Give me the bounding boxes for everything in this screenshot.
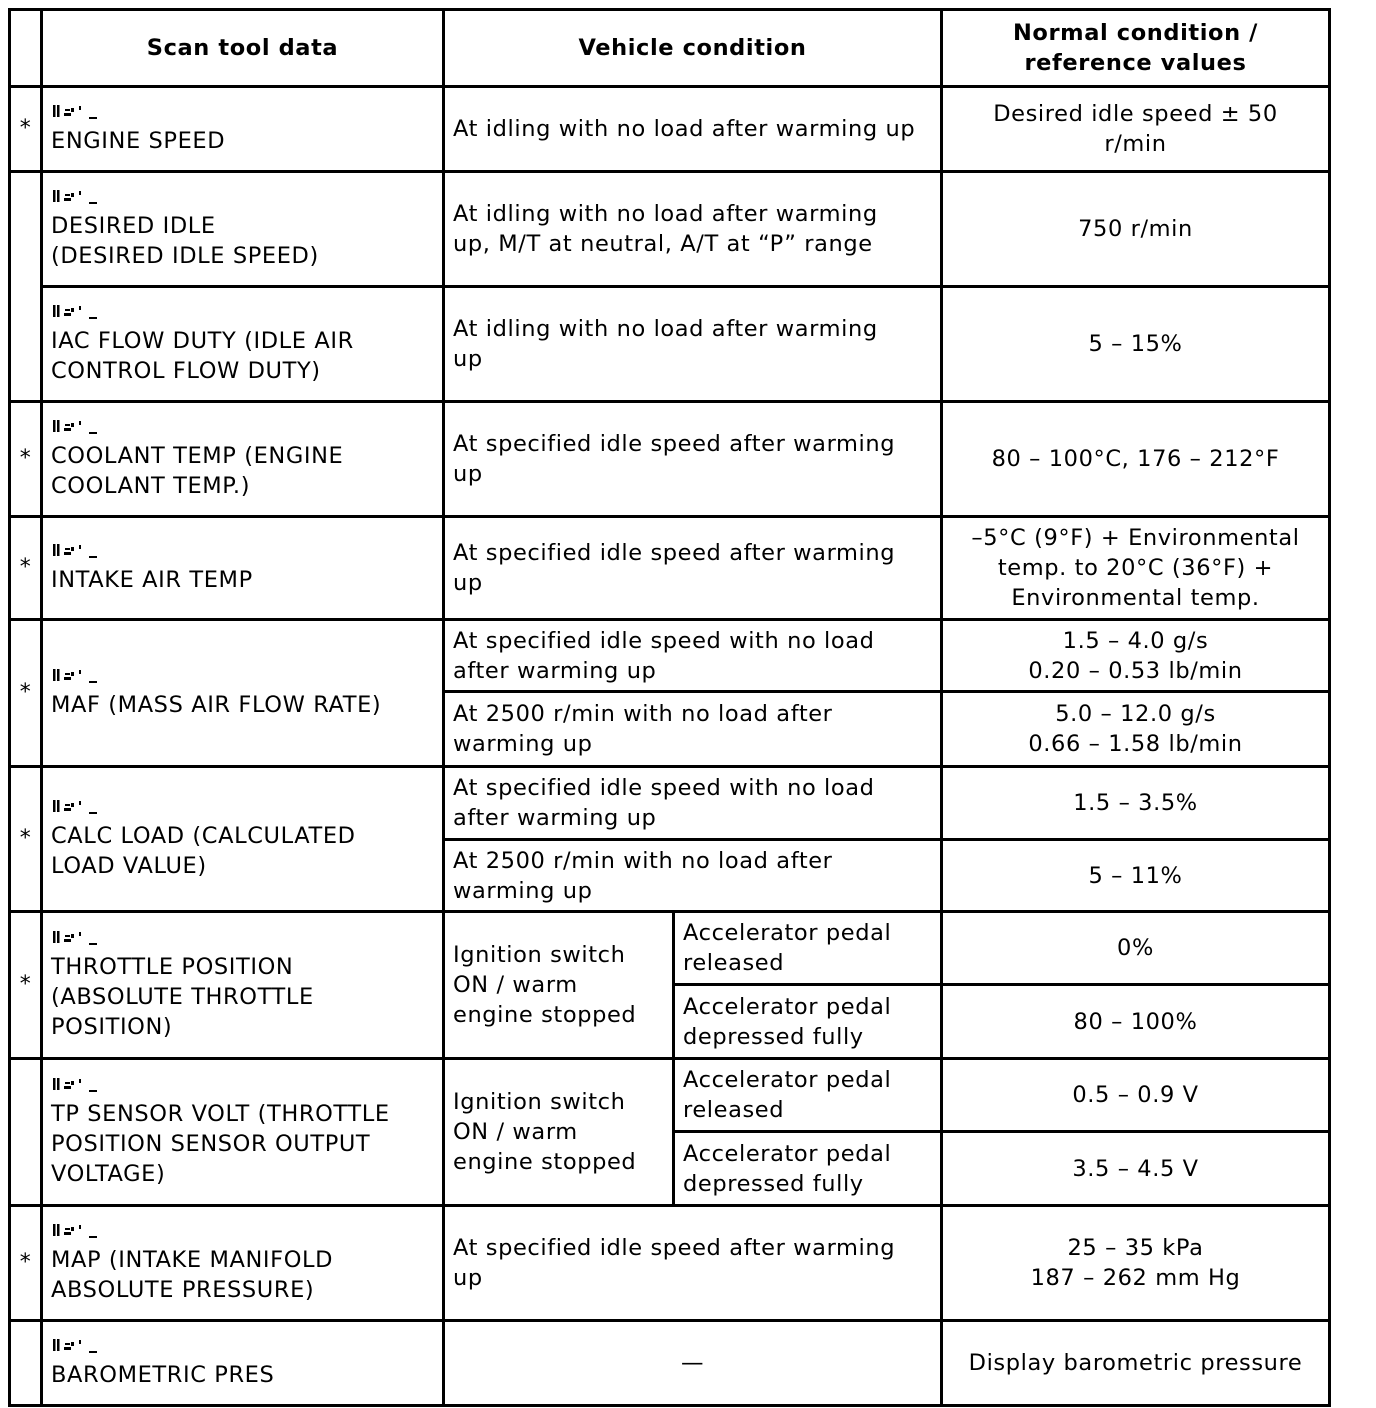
table-row: * MAF (MASS AIR FLOW RATE) At specified …	[8, 618, 1331, 768]
sub-condition: Accelerator pedal depressed fully	[672, 983, 943, 1060]
item-name: BAROMETRIC PRES	[51, 1362, 275, 1388]
condition: —	[442, 1319, 943, 1407]
table-row: DESIRED IDLE (DESIRED IDLE SPEED) At idl…	[8, 170, 1331, 403]
item-name: IAC FLOW DUTY (IDLE AIR CONTROL FLOW DUT…	[51, 328, 354, 384]
reference-value: –5°C (9°F) + Environmental temp. to 20°C…	[940, 515, 1331, 621]
item-name-cell: MAP (INTAKE MANIFOLD ABSOLUTE PRESSURE)	[40, 1204, 445, 1322]
reference-value: Desired idle speed ± 50 r/min	[940, 85, 1331, 173]
item-name-cell: THROTTLE POSITION (ABSOLUTE THROTTLE POS…	[40, 910, 445, 1060]
scan-tool-item-icon	[51, 541, 434, 563]
header-normal-condition: Normal condition / reference values	[940, 8, 1331, 88]
item-name-cell: MAF (MASS AIR FLOW RATE)	[40, 618, 445, 768]
reference-value: 1.5 – 3.5%	[940, 765, 1331, 841]
reference-value: 1.5 – 4.0 g/s 0.20 – 0.53 lb/min	[940, 618, 1331, 693]
item-name: ENGINE SPEED	[51, 128, 226, 154]
condition: At specified idle speed after warming up	[442, 400, 943, 518]
item-name: THROTTLE POSITION (ABSOLUTE THROTTLE POS…	[51, 954, 314, 1040]
condition: Ignition switch ON / warm engine stopped	[442, 1057, 675, 1207]
condition: Ignition switch ON / warm engine stopped	[442, 910, 675, 1060]
scan-tool-item-icon	[51, 1075, 434, 1097]
item-name: COOLANT TEMP (ENGINE COOLANT TEMP.)	[51, 443, 344, 499]
condition: At idling with no load after warming up	[442, 285, 943, 403]
reference-value: 5.0 – 12.0 g/s 0.66 – 1.58 lb/min	[940, 690, 1331, 768]
asterisk-mark: *	[8, 85, 43, 173]
scan-tool-item-icon	[51, 928, 434, 950]
asterisk-mark	[8, 1319, 43, 1407]
reference-value: 25 – 35 kPa 187 – 262 mm Hg	[940, 1204, 1331, 1322]
table-row: * COOLANT TEMP (ENGINE COOLANT TEMP.) At…	[8, 400, 1331, 518]
condition: At 2500 r/min with no load after warming…	[442, 838, 943, 913]
header-row: Scan tool data Vehicle condition Normal …	[8, 8, 1331, 88]
condition: At specified idle speed after warming up	[442, 515, 943, 621]
item-name: TP SENSOR VOLT (THROTTLE POSITION SENSOR…	[51, 1101, 390, 1187]
sub-condition: Accelerator pedal depressed fully	[672, 1130, 943, 1207]
asterisk-mark: *	[8, 515, 43, 621]
asterisk-mark: *	[8, 765, 43, 913]
asterisk-mark: *	[8, 910, 43, 1060]
sub-condition: Accelerator pedal released	[672, 1057, 943, 1133]
condition: At specified idle speed with no load aft…	[442, 618, 943, 693]
reference-value: 750 r/min	[940, 170, 1331, 288]
item-name-cell: ENGINE SPEED	[40, 85, 445, 173]
scan-tool-item-icon	[51, 1336, 434, 1358]
table-row: TP SENSOR VOLT (THROTTLE POSITION SENSOR…	[8, 1057, 1331, 1207]
table-row: At 2500 r/min with no load after warming…	[10, 690, 1331, 768]
reference-value: 80 – 100°C, 176 – 212°F	[940, 400, 1331, 518]
table-row: * THROTTLE POSITION (ABSOLUTE THROTTLE P…	[8, 910, 1331, 1060]
table-row: BAROMETRIC PRES — Display barometric pre…	[8, 1319, 1331, 1407]
reference-value: 3.5 – 4.5 V	[940, 1130, 1331, 1207]
table-row: Accelerator pedal depressed fully 80 – 1…	[10, 983, 1331, 1060]
item-name-cell: INTAKE AIR TEMP	[40, 515, 445, 621]
item-name: MAP (INTAKE MANIFOLD ABSOLUTE PRESSURE)	[51, 1247, 334, 1303]
asterisk-mark: *	[8, 1204, 43, 1322]
item-name: CALC LOAD (CALCULATED LOAD VALUE)	[51, 823, 356, 879]
header-mark	[8, 8, 43, 88]
table-row: * CALC LOAD (CALCULATED LOAD VALUE) At s…	[8, 765, 1331, 913]
scan-tool-item-icon	[51, 666, 434, 688]
header-scan-tool-data: Scan tool data	[40, 8, 445, 88]
table-row: * MAP (INTAKE MANIFOLD ABSOLUTE PRESSURE…	[8, 1204, 1331, 1322]
item-name: MAF (MASS AIR FLOW RATE)	[51, 692, 382, 718]
table-row: At 2500 r/min with no load after warming…	[10, 838, 1331, 913]
item-name-cell: BAROMETRIC PRES	[40, 1319, 445, 1407]
reference-value: 0%	[940, 910, 1331, 986]
item-name: DESIRED IDLE (DESIRED IDLE SPEED)	[51, 213, 319, 269]
condition: At idling with no load after warming up,…	[442, 170, 943, 288]
reference-value: 80 – 100%	[940, 983, 1331, 1060]
scan-tool-item-icon	[51, 102, 434, 124]
condition: At 2500 r/min with no load after warming…	[442, 690, 943, 768]
table-row: Accelerator pedal depressed fully 3.5 – …	[10, 1130, 1331, 1207]
scan-tool-item-icon	[51, 1221, 434, 1243]
item-name-cell: CALC LOAD (CALCULATED LOAD VALUE)	[40, 765, 445, 913]
header-vehicle-condition: Vehicle condition	[442, 8, 943, 88]
item-name: INTAKE AIR TEMP	[51, 567, 253, 593]
asterisk-mark: *	[8, 618, 43, 768]
asterisk-mark	[8, 170, 43, 403]
reference-value: Display barometric pressure	[940, 1319, 1331, 1407]
item-name-cell: TP SENSOR VOLT (THROTTLE POSITION SENSOR…	[40, 1057, 445, 1207]
item-name-cell: IAC FLOW DUTY (IDLE AIR CONTROL FLOW DUT…	[40, 285, 445, 403]
asterisk-mark: *	[8, 400, 43, 518]
item-name-cell: COOLANT TEMP (ENGINE COOLANT TEMP.)	[40, 400, 445, 518]
scan-tool-data-table: Scan tool data Vehicle condition Normal …	[8, 8, 1331, 1407]
reference-value: 0.5 – 0.9 V	[940, 1057, 1331, 1133]
asterisk-mark	[8, 1057, 43, 1207]
reference-value: 5 – 15%	[940, 285, 1331, 403]
condition: At idling with no load after warming up	[442, 85, 943, 173]
scan-tool-item-icon	[51, 417, 434, 439]
reference-value: 5 – 11%	[940, 838, 1331, 913]
sub-condition: Accelerator pedal released	[672, 910, 943, 986]
item-name-cell: DESIRED IDLE (DESIRED IDLE SPEED)	[40, 170, 445, 288]
scan-tool-item-icon	[51, 187, 434, 209]
table-row: * INTAKE AIR TEMP At specified idle spee…	[8, 515, 1331, 621]
scan-tool-item-icon	[51, 797, 434, 819]
table-row: IAC FLOW DUTY (IDLE AIR CONTROL FLOW DUT…	[10, 285, 1331, 403]
table-row: * ENGINE SPEED At idling with no load af…	[8, 85, 1331, 173]
condition: At specified idle speed with no load aft…	[442, 765, 943, 841]
scan-tool-item-icon	[51, 302, 434, 324]
condition: At specified idle speed after warming up	[442, 1204, 943, 1322]
